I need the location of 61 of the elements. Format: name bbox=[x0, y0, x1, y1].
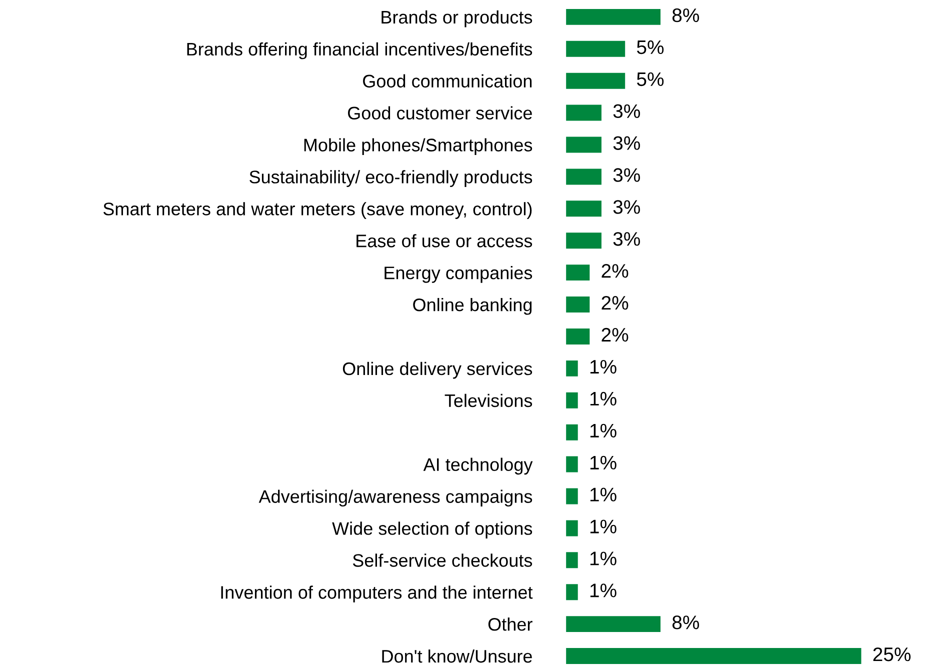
data-label: 8% bbox=[672, 8, 700, 22]
bar bbox=[566, 456, 578, 472]
bar bbox=[566, 648, 862, 664]
data-label: 3% bbox=[613, 200, 640, 214]
y-tick-label: Self-service checkouts bbox=[352, 554, 532, 567]
bar bbox=[566, 136, 602, 153]
bar bbox=[566, 72, 626, 89]
data-label: 3% bbox=[613, 136, 640, 150]
bar bbox=[566, 8, 661, 25]
y-tick-label: Smart meters and water meters (save money, control) bbox=[103, 202, 532, 219]
data-label: 3% bbox=[613, 232, 640, 246]
bar bbox=[566, 40, 626, 57]
y-tick-label: Good customer service bbox=[348, 106, 532, 120]
y-tick-label: Brands offering financial incentives/benefits bbox=[187, 42, 532, 60]
bar bbox=[566, 392, 578, 408]
data-label: 25% bbox=[873, 647, 911, 662]
bar bbox=[566, 328, 590, 344]
bar bbox=[566, 296, 590, 313]
data-label: 1% bbox=[590, 360, 616, 374]
bar bbox=[566, 616, 661, 632]
data-label: 1% bbox=[590, 424, 616, 438]
data-label: 2% bbox=[602, 296, 628, 310]
y-tick-label: Ease of use or access bbox=[356, 234, 532, 248]
y-tick-label: Online banking bbox=[413, 298, 532, 315]
data-label: 2% bbox=[602, 264, 628, 278]
bar bbox=[566, 360, 578, 376]
data-label: 1% bbox=[590, 520, 616, 534]
data-label: 2% bbox=[602, 328, 628, 342]
y-tick-label: Wide selection of options bbox=[332, 522, 532, 538]
data-label: 1% bbox=[590, 584, 616, 598]
y-tick-label: AI technology bbox=[423, 458, 533, 475]
y-tick-label: Televisions bbox=[444, 394, 532, 408]
data-label: 5% bbox=[636, 40, 664, 54]
y-tick-label: Sustainability/ eco-friendly products bbox=[250, 170, 532, 187]
y-tick-label: Brands or products bbox=[382, 10, 532, 28]
bar bbox=[566, 424, 578, 440]
bar bbox=[566, 264, 590, 281]
data-label: 1% bbox=[590, 552, 616, 566]
bar bbox=[566, 168, 602, 185]
y-tick-label: Mobile phones/Smartphones bbox=[304, 138, 532, 156]
y-tick-label: Don't know/Unsure bbox=[382, 649, 532, 663]
bar bbox=[566, 200, 602, 217]
data-label: 3% bbox=[613, 104, 640, 118]
bar bbox=[566, 552, 578, 568]
y-tick-label: Invention of computers and the internet bbox=[221, 586, 533, 602]
data-label: 1% bbox=[590, 392, 616, 406]
bar bbox=[566, 520, 578, 536]
data-label: 8% bbox=[672, 616, 700, 630]
data-label: 1% bbox=[590, 488, 616, 502]
y-tick-label: Good communication bbox=[363, 74, 532, 88]
data-label: 5% bbox=[636, 72, 664, 86]
bar bbox=[566, 104, 602, 121]
bar bbox=[566, 584, 578, 600]
y-tick-label: Other bbox=[488, 618, 532, 631]
bar bbox=[566, 232, 602, 249]
data-label: 3% bbox=[613, 168, 640, 182]
data-label: 1% bbox=[590, 456, 616, 470]
y-tick-label: Advertising/awareness campaigns bbox=[258, 490, 532, 507]
y-tick-label: Energy companies bbox=[384, 266, 532, 283]
bar bbox=[566, 488, 578, 504]
y-tick-label: Online delivery services bbox=[342, 362, 532, 379]
